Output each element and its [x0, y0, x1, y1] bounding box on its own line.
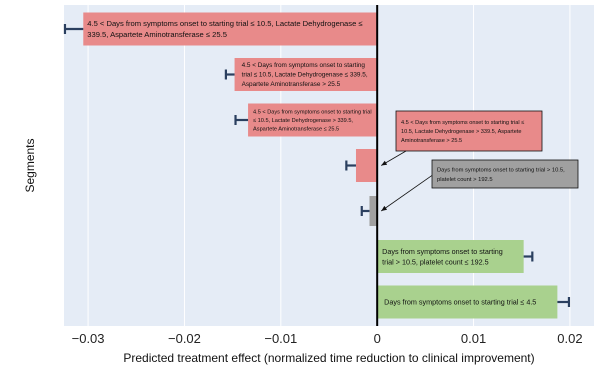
segment-bar: [377, 285, 558, 319]
callout-label: Days from symptoms onset to starting tri…: [437, 167, 565, 173]
x-tick-label: −0.02: [168, 331, 201, 346]
callout-label: platelet count > 192.5: [437, 177, 493, 183]
segment-label: 4.5 < Days from symptoms onset to starti…: [242, 62, 366, 69]
callout-arrow: [380, 175, 433, 212]
segment-label: 4.5 < Days from symptoms onset to starti…: [87, 19, 362, 28]
segment-label: Days from symptoms onset to starting tri…: [384, 298, 536, 307]
segment-label: trial ≤ 10.5, Lactate Dehydrogenase ≤ 33…: [242, 72, 368, 79]
x-tick-label: −0.03: [72, 331, 105, 346]
x-tick-label: 0: [374, 331, 381, 346]
segment-bar: [369, 196, 378, 226]
segment-label: trial > 10.5, platelet count ≤ 192.5: [382, 257, 488, 266]
segment-bar: [377, 240, 524, 273]
segment-bar: [248, 103, 378, 137]
segment-label: Days from symptoms onset to starting: [382, 247, 503, 256]
x-axis-label: Predicted treatment effect (normalized t…: [123, 351, 534, 365]
callout-box: [395, 110, 543, 152]
segment-label: 4.5 < Days from symptoms onset to starti…: [253, 109, 372, 115]
segment-labels: 4.5 < Days from symptoms onset to starti…: [87, 19, 536, 306]
callout-box: [431, 159, 579, 189]
segment-label: Aspartete Aminotransferase > 25.5: [242, 81, 341, 88]
x-tick-label: 0.02: [557, 331, 582, 346]
callout-label: 10.5, Lactate Dehydrogenase > 339.5, Asp…: [401, 129, 522, 135]
callout-label: Aminotransferase > 25.5: [401, 138, 462, 144]
callout-arrowhead: [381, 205, 388, 211]
segment-bar: [83, 12, 378, 46]
error-bars: [63, 24, 571, 307]
callout-arrowhead: [381, 160, 388, 166]
callout-label: 4.5 < Days from symptoms onset to starti…: [401, 120, 524, 126]
x-tick-labels: −0.03 −0.02 −0.01 0 0.01 0.02: [72, 331, 583, 346]
x-tick-label: −0.01: [264, 331, 297, 346]
segment-bars: [83, 12, 558, 319]
y-axis-label: Segments: [23, 138, 37, 192]
x-tick-label: 0.01: [461, 331, 486, 346]
segment-label: Aspartete Aminotransferase ≤ 25.5: [253, 126, 339, 132]
segment-label: 339.5, Aspartete Aminotransferase ≤ 25.5: [87, 30, 227, 39]
segment-bar: [355, 149, 378, 182]
segment-label: ≤ 10.5, Lactate Dehydrogenase > 339.5,: [253, 118, 353, 124]
segment-bar: [234, 58, 378, 91]
callout-labels: 4.5 < Days from symptoms onset to starti…: [380, 110, 579, 212]
